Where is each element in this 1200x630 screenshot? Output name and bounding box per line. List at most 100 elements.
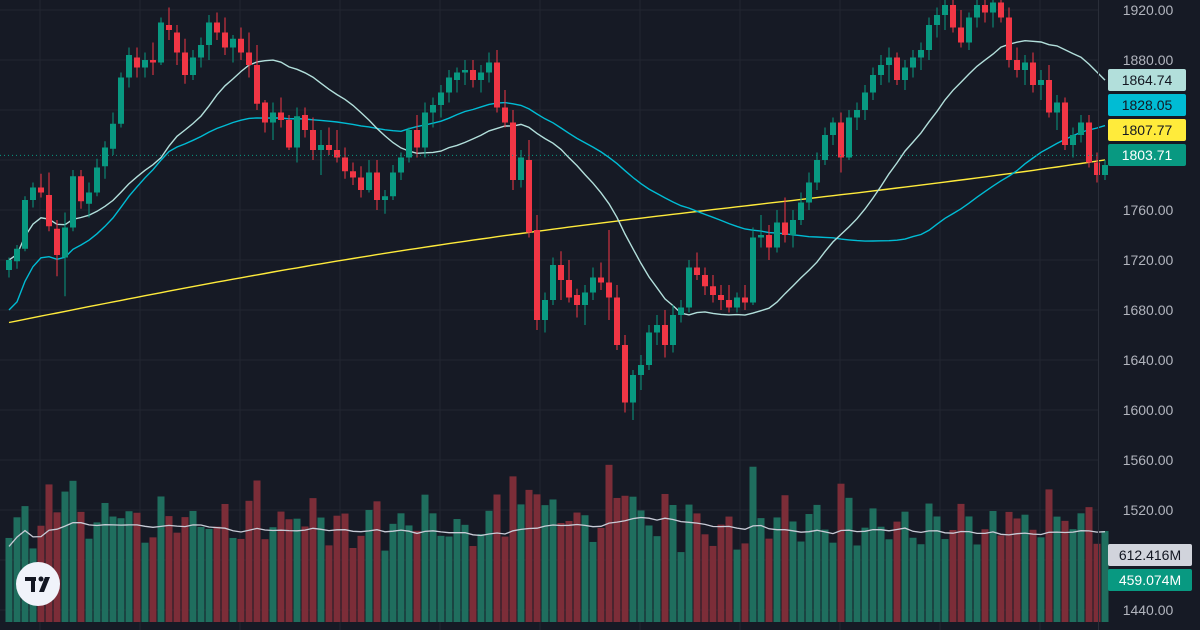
volume-bar <box>469 546 477 622</box>
volume-bar <box>533 494 541 622</box>
tradingview-logo[interactable] <box>16 562 60 606</box>
candle <box>246 32 252 78</box>
volume-bar <box>461 524 469 622</box>
candle <box>406 127 412 163</box>
candle <box>990 0 996 28</box>
candle <box>214 12 220 40</box>
candle <box>1006 7 1012 68</box>
volume-bar <box>541 505 549 622</box>
volume-bar <box>157 496 165 622</box>
candle-body <box>982 5 988 13</box>
volume-bar <box>829 542 837 622</box>
candle-body <box>54 228 60 255</box>
candle-body <box>902 67 908 80</box>
volume-bar <box>397 513 405 622</box>
candle <box>702 267 708 295</box>
volume-bar <box>493 494 501 622</box>
candle-body <box>326 145 332 150</box>
candle-body <box>990 2 996 13</box>
candle <box>438 85 444 118</box>
candle <box>14 245 20 269</box>
volume-bar <box>989 510 997 622</box>
candle <box>78 170 84 209</box>
candle <box>622 335 628 413</box>
candle-body <box>686 267 692 308</box>
candle <box>606 230 612 320</box>
candle <box>662 310 668 358</box>
candle-body <box>806 182 812 203</box>
candle-body <box>942 5 948 15</box>
candle-body <box>638 365 644 375</box>
candle <box>94 158 100 197</box>
candle <box>502 90 508 128</box>
price-tick-label: 1880.00 <box>1123 52 1174 68</box>
volume-bar <box>53 512 61 622</box>
candle <box>230 35 236 63</box>
candle <box>966 12 972 50</box>
candle-body <box>278 112 284 120</box>
candle-body <box>870 75 876 93</box>
candle-body <box>94 167 100 193</box>
volume-bar <box>645 525 653 622</box>
candle-body <box>14 248 20 262</box>
volume-bar <box>205 528 213 622</box>
candle-body <box>126 55 132 78</box>
volume-bar <box>445 536 453 622</box>
volume-bar <box>853 545 861 622</box>
candle-body <box>766 235 772 248</box>
candles <box>0 0 1108 420</box>
candle-body <box>582 292 588 305</box>
candle-body <box>462 70 468 73</box>
candle-body <box>310 130 316 150</box>
candle-body <box>382 196 388 200</box>
volume-bar <box>797 541 805 622</box>
candle <box>86 182 92 218</box>
volume-bar <box>805 514 813 622</box>
candle-body <box>414 130 420 148</box>
volume-bar <box>13 517 21 622</box>
volume-bar <box>277 511 285 622</box>
price-tick-label: 1680.00 <box>1123 302 1174 318</box>
volume-bar <box>725 516 733 622</box>
candle-body <box>718 295 724 300</box>
candle-body <box>510 122 516 180</box>
candle-body <box>534 230 540 320</box>
volume-bar <box>893 521 901 622</box>
volume-bar <box>597 527 605 622</box>
volume-bar <box>1061 520 1069 622</box>
candle <box>62 212 68 297</box>
candle <box>270 102 276 140</box>
price-tick-label: 1560.00 <box>1123 452 1174 468</box>
candle-body <box>750 237 756 303</box>
volume-bar <box>373 501 381 622</box>
candle <box>38 173 44 198</box>
candle <box>670 305 676 353</box>
candle <box>766 225 772 260</box>
volume-bar <box>1005 511 1013 622</box>
candle-body <box>1094 162 1100 175</box>
volume-bar <box>749 466 757 622</box>
candle-body <box>446 77 452 93</box>
candle-body <box>430 105 436 113</box>
volume-bar <box>301 526 309 622</box>
candle <box>510 110 516 190</box>
candle <box>982 0 988 23</box>
volume-bar <box>941 539 949 622</box>
candle-body <box>566 280 572 298</box>
volume-bar <box>661 493 669 622</box>
volume-bar <box>133 512 141 622</box>
candle <box>742 285 748 310</box>
candle <box>390 165 396 200</box>
volume-bar <box>325 545 333 622</box>
volume-bar <box>509 476 517 622</box>
candle-body <box>454 72 460 80</box>
candle-body <box>1054 102 1060 113</box>
candle-body <box>918 50 924 58</box>
candle-body <box>878 65 884 75</box>
volume-tag-volume-ma: 612.416M <box>1108 544 1192 566</box>
candle <box>574 288 580 318</box>
candle <box>894 52 900 85</box>
volume-bar <box>221 503 229 622</box>
candle <box>886 47 892 83</box>
